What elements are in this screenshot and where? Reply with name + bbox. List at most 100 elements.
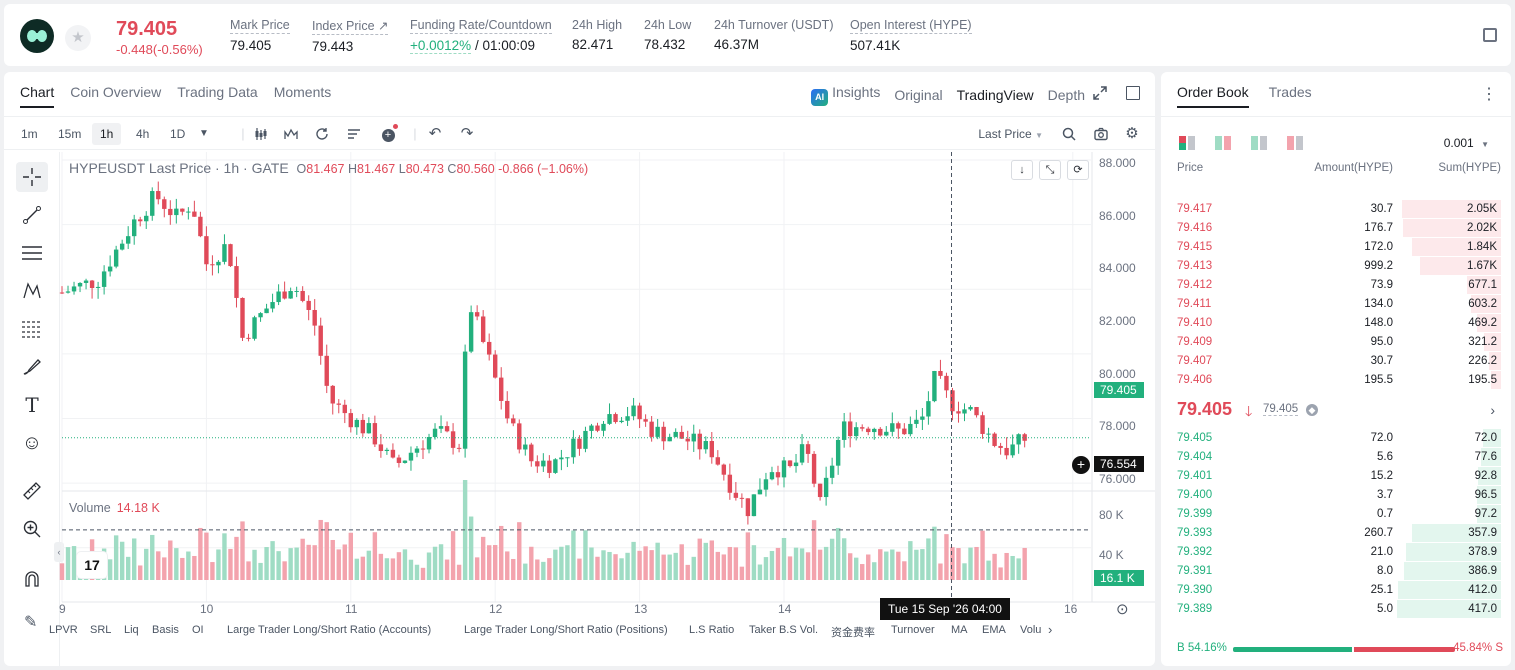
templates-icon[interactable] <box>347 127 361 141</box>
ask-row[interactable]: 79.410 148.0 469.2 <box>1161 314 1511 333</box>
ask-row[interactable]: 79.411 134.0 603.2 <box>1161 295 1511 314</box>
timeframe-4h[interactable]: 4h <box>136 127 150 141</box>
fib-tool-icon[interactable] <box>16 314 48 344</box>
replay-icon[interactable] <box>315 127 329 141</box>
indicator-funding-rate[interactable]: 资金费率 <box>831 627 875 639</box>
tab-moments[interactable]: Moments <box>273 84 332 100</box>
horizontal-lines-tool-icon[interactable] <box>16 238 48 268</box>
ask-row[interactable]: 79.416 176.7 2.02K <box>1161 219 1511 238</box>
scroll-down-icon[interactable]: ↓ <box>1011 160 1033 180</box>
ask-row[interactable]: 79.407 30.7 226.2 <box>1161 352 1511 371</box>
timeframe-1h[interactable]: 1h <box>92 123 122 145</box>
bid-row[interactable]: 79.404 5.6 77.6 <box>1161 448 1511 467</box>
window-icon[interactable] <box>1126 86 1140 100</box>
bid-row[interactable]: 79.400 3.7 96.5 <box>1161 486 1511 505</box>
indicator-ma[interactable]: MA <box>951 624 968 636</box>
crosshair-price-tag: 76.554 <box>1094 456 1144 472</box>
bid-row[interactable]: 79.390 25.1 412.0 <box>1161 581 1511 600</box>
stat-mark-price[interactable]: Mark Price 79.405 <box>230 18 290 53</box>
tab-original[interactable]: Original <box>894 87 943 103</box>
candlestick-type-icon[interactable] <box>254 127 268 141</box>
ruler-tool-icon[interactable] <box>16 476 48 506</box>
more-options-icon[interactable]: ⋮ <box>1481 86 1497 103</box>
indicator-ls-ratio[interactable]: L.S Ratio <box>689 624 735 636</box>
undo-icon[interactable]: ↶ <box>428 125 442 142</box>
timeframe-1m[interactable]: 1m <box>21 127 38 141</box>
bid-row[interactable]: 79.392 21.0 378.9 <box>1161 543 1511 562</box>
volume-bar <box>456 564 462 580</box>
indicator-volume[interactable]: Volu <box>1020 624 1042 636</box>
book-both-sides-icon[interactable] <box>1179 136 1197 150</box>
bid-row[interactable]: 79.393 260.7 357.9 <box>1161 524 1511 543</box>
book-bids-only-icon[interactable] <box>1251 136 1269 150</box>
gear-icon[interactable]: ⚙ <box>1125 125 1139 142</box>
alert-add-icon[interactable]: + <box>379 124 398 142</box>
indicator-basis[interactable]: Basis <box>152 624 179 636</box>
tab-insights[interactable]: AI Insights <box>811 84 880 106</box>
pattern-tool-icon[interactable] <box>16 276 48 306</box>
ask-row[interactable]: 79.415 172.0 1.84K <box>1161 238 1511 257</box>
sync-icon[interactable]: ⟳ <box>1067 160 1089 180</box>
indicator-srl[interactable]: SRL <box>90 624 112 636</box>
ask-row[interactable]: 79.413 999.2 1.67K <box>1161 257 1511 276</box>
ask-row[interactable]: 79.406 195.5 195.5 <box>1161 371 1511 390</box>
tab-coin-overview[interactable]: Coin Overview <box>70 84 162 100</box>
tab-depth[interactable]: Depth <box>1047 87 1085 103</box>
ask-row[interactable]: 79.417 30.7 2.05K <box>1161 200 1511 219</box>
zoom-in-icon[interactable] <box>16 514 48 544</box>
ask-amount: 148.0 <box>1364 317 1393 329</box>
indicator-taker-bs-vol[interactable]: Taker B.S Vol. <box>749 624 819 636</box>
tab-trades[interactable]: Trades <box>1268 84 1312 100</box>
chevron-right-icon[interactable]: › <box>1490 402 1495 418</box>
timeframe-dropdown-icon[interactable]: ▼ <box>199 128 209 139</box>
collapse-toolbar-icon[interactable]: ‹ <box>54 542 64 562</box>
tab-tradingview[interactable]: TradingView <box>956 87 1034 103</box>
bid-row[interactable]: 79.399 0.7 97.2 <box>1161 505 1511 524</box>
indicator-ema[interactable]: EMA <box>982 624 1006 636</box>
trend-line-tool-icon[interactable] <box>16 200 48 230</box>
tab-trading-data[interactable]: Trading Data <box>177 84 258 100</box>
add-order-plus-icon[interactable]: + <box>1072 456 1090 474</box>
indicator-turnover[interactable]: Turnover <box>891 624 935 636</box>
indicators-icon[interactable] <box>284 127 298 141</box>
bid-row[interactable]: 79.391 8.0 386.9 <box>1161 562 1511 581</box>
emoji-tool-icon[interactable]: ☺ <box>21 431 43 454</box>
book-icon[interactable] <box>1483 28 1497 42</box>
stat-funding-rate[interactable]: Funding Rate/Countdown +0.0012% / 01:00:… <box>410 18 552 54</box>
text-tool-icon[interactable]: T <box>25 393 39 417</box>
volume-bar <box>938 563 943 580</box>
precision-select[interactable]: 0.001 ▼ <box>1444 136 1489 150</box>
candle-body <box>168 208 173 216</box>
pencil-icon[interactable]: ✎ <box>24 614 38 631</box>
tab-order-book[interactable]: Order Book <box>1177 84 1249 108</box>
stat-open-interest[interactable]: Open Interest (HYPE) 507.41K <box>850 18 972 53</box>
bid-row[interactable]: 79.401 15.2 92.8 <box>1161 467 1511 486</box>
fullscreen-icon[interactable] <box>1093 86 1107 100</box>
ask-row[interactable]: 79.412 73.9 677.1 <box>1161 276 1511 295</box>
chart-settings-icon[interactable]: ⊙ <box>1116 601 1129 618</box>
redo-icon[interactable]: ↷ <box>460 125 474 142</box>
bid-row[interactable]: 79.405 72.0 72.0 <box>1161 429 1511 448</box>
timeframe-1d[interactable]: 1D <box>170 127 186 141</box>
collapse-icon[interactable]: ⤡ <box>1039 160 1061 180</box>
book-asks-only-icon[interactable] <box>1287 136 1305 150</box>
camera-icon[interactable] <box>1094 127 1108 141</box>
magnet-icon[interactable] <box>16 564 48 594</box>
brush-tool-icon[interactable] <box>16 352 48 382</box>
indicator-ls-accounts[interactable]: Large Trader Long/Short Ratio (Accounts) <box>227 624 432 636</box>
indicator-ls-positions[interactable]: Large Trader Long/Short Ratio (Positions… <box>464 624 668 636</box>
price-source-select[interactable]: Last Price ▼ <box>978 127 1043 141</box>
indicator-lpvr[interactable]: LPVR <box>49 624 78 636</box>
ask-row[interactable]: 79.409 95.0 321.2 <box>1161 333 1511 352</box>
chevron-right-icon[interactable]: › <box>1048 622 1053 637</box>
stat-index-price[interactable]: Index Price ↗ 79.443 <box>312 18 389 54</box>
indicator-liq[interactable]: Liq <box>124 624 139 636</box>
search-icon[interactable] <box>1062 127 1076 141</box>
bid-row[interactable]: 79.389 5.0 417.0 <box>1161 600 1511 619</box>
book-mixed-icon[interactable] <box>1215 136 1233 150</box>
indicator-oi[interactable]: OI <box>192 624 204 636</box>
favorite-star-icon[interactable]: ★ <box>65 25 91 51</box>
timeframe-15m[interactable]: 15m <box>58 127 82 141</box>
crosshair-tool-icon[interactable] <box>16 162 48 192</box>
tab-chart[interactable]: Chart <box>20 84 55 108</box>
